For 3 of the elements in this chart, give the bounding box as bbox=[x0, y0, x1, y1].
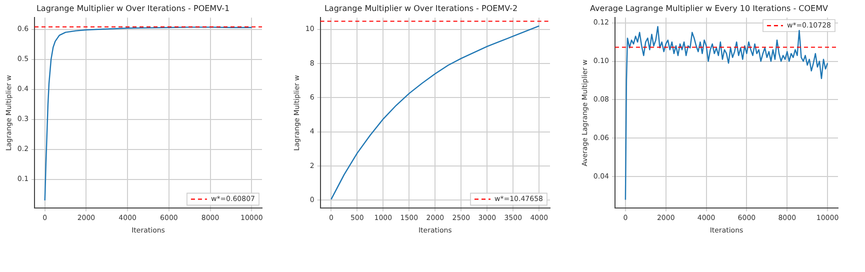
chart-title: Lagrange Multiplier w Over Iterations - POEMV-1 bbox=[36, 4, 230, 13]
chart-title: Average Lagrange Multiplier w Every 10 Iterations - COEMV bbox=[590, 4, 828, 13]
chart-title: Lagrange Multiplier w Over Iterations - POEMV-2 bbox=[324, 4, 518, 13]
